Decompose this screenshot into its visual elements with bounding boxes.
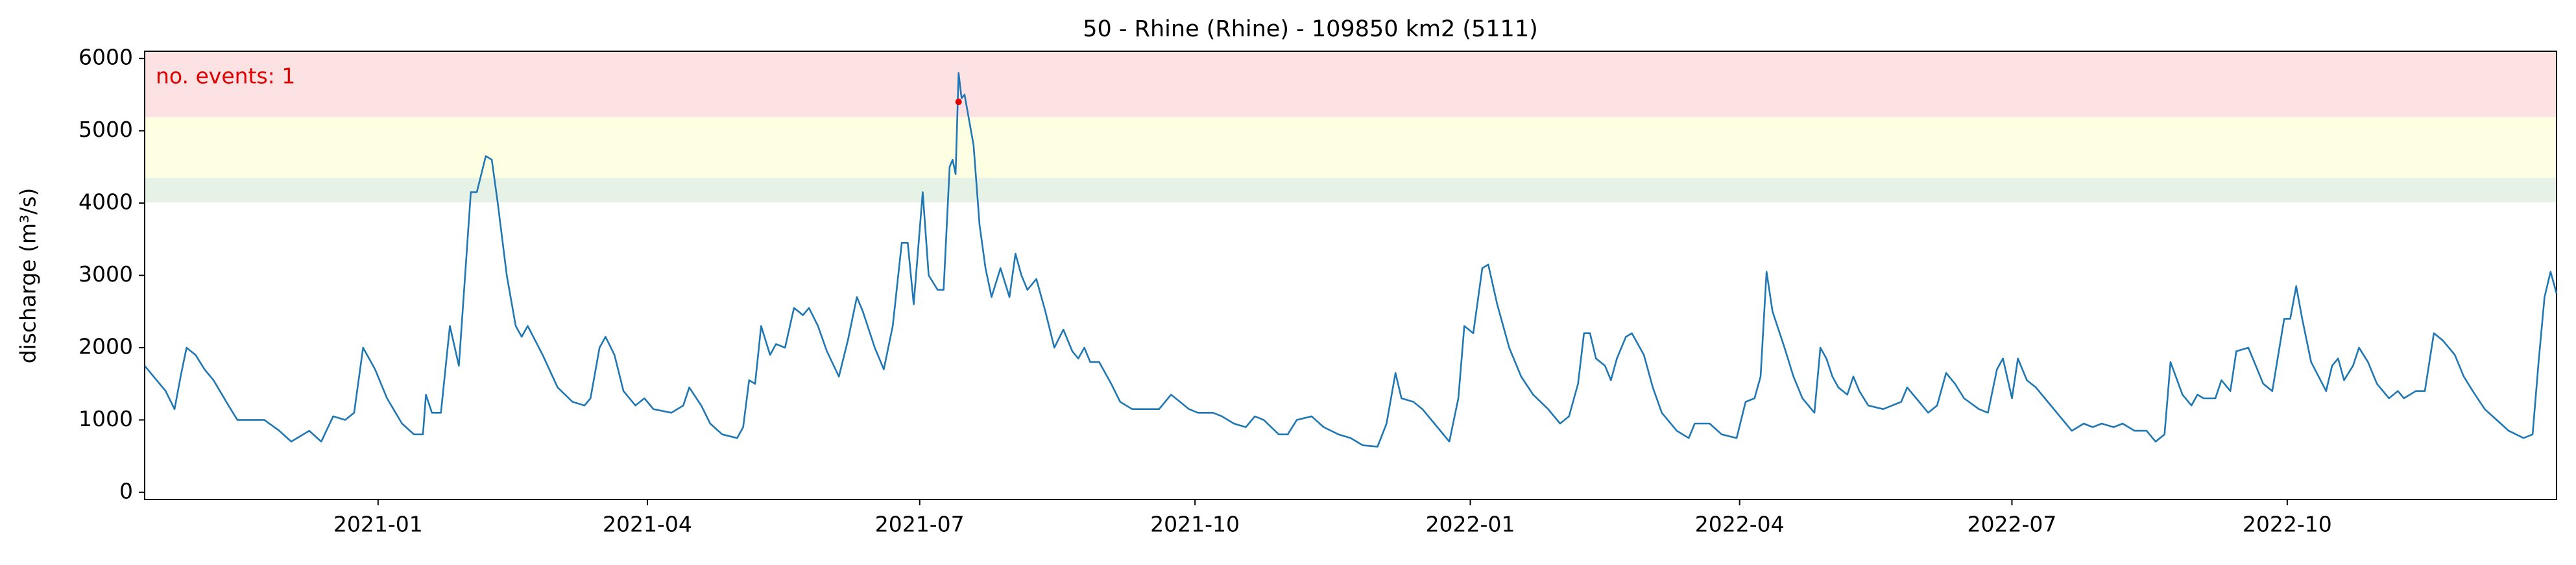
event-point — [955, 99, 962, 106]
chart-title: 50 - Rhine (Rhine) - 109850 km2 (5111) — [1083, 16, 1538, 42]
x-tick-label: 2021-07 — [875, 512, 965, 537]
y-tick-label: 6000 — [78, 45, 133, 70]
y-tick-label: 3000 — [78, 261, 133, 287]
x-tick-label: 2022-07 — [1968, 512, 2057, 537]
y-tick-label: 1000 — [78, 406, 133, 431]
threshold-band — [145, 117, 2557, 178]
y-tick-label: 4000 — [78, 189, 133, 215]
x-tick-label: 2021-10 — [1150, 512, 1240, 537]
event-count: no. events: 1 — [156, 64, 295, 89]
x-tick-label: 2022-04 — [1695, 512, 1785, 537]
x-tick-label: 2022-01 — [1426, 512, 1515, 537]
x-tick-label: 2021-01 — [333, 512, 423, 537]
threshold-band — [145, 178, 2557, 202]
threshold-band — [145, 51, 2557, 117]
y-axis-label: discharge (m³/s) — [16, 188, 41, 364]
discharge-line — [143, 72, 2558, 448]
y-tick-label: 5000 — [78, 117, 133, 142]
y-tick-label: 2000 — [78, 333, 133, 359]
y-tick-label: 0 — [119, 478, 133, 503]
x-tick-label: 2021-04 — [603, 512, 692, 537]
x-tick-label: 2022-10 — [2243, 512, 2332, 537]
